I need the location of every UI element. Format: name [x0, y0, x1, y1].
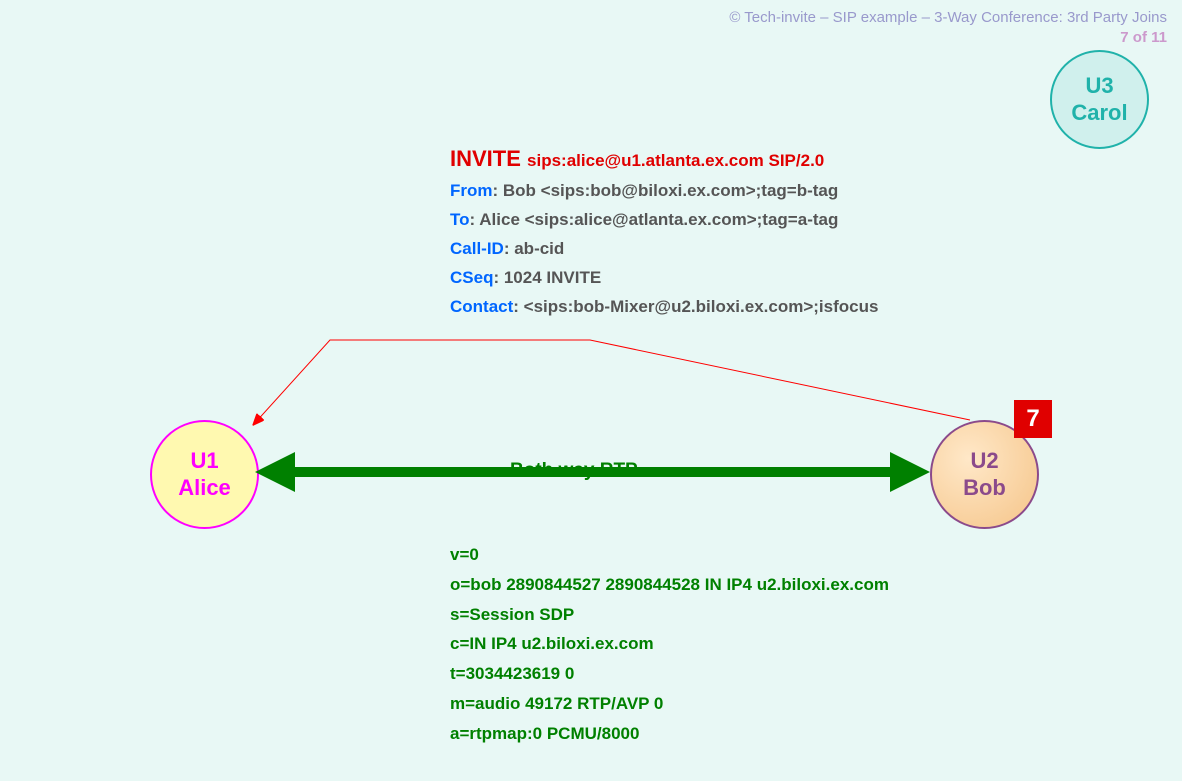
cseq-key: CSeq [450, 268, 493, 287]
callid-val: : ab-cid [504, 239, 564, 258]
step-number: 7 [1026, 405, 1039, 433]
cseq-val: : 1024 INVITE [493, 268, 601, 287]
message-arrow [254, 340, 970, 424]
node-u1-alice: U1 Alice [150, 420, 259, 529]
sip-cseq-header: CSeq: 1024 INVITE [450, 264, 878, 293]
rtp-label: Both way RTP [510, 460, 638, 482]
node-u1-id: U1 [190, 448, 218, 474]
sip-request-uri: sips:alice@u1.atlanta.ex.com SIP/2.0 [527, 151, 824, 170]
sip-request-line: INVITE sips:alice@u1.atlanta.ex.com SIP/… [450, 140, 878, 177]
sdp-line-6: m=audio 49172 RTP/AVP 0 [450, 689, 889, 719]
copyright-text: © Tech-invite – SIP example – 3-Way Conf… [729, 9, 1167, 26]
step-badge: 7 [1014, 400, 1052, 438]
sdp-line-1: v=0 [450, 540, 889, 570]
sip-callid-header: Call-ID: ab-cid [450, 235, 878, 264]
sip-from-header: From: Bob <sips:bob@biloxi.ex.com>;tag=b… [450, 177, 878, 206]
sip-to-header: To: Alice <sips:alice@atlanta.ex.com>;ta… [450, 206, 878, 235]
node-u3-carol: U3 Carol [1050, 50, 1149, 149]
page-number: 7 of 11 [1120, 29, 1167, 46]
from-val: : Bob <sips:bob@biloxi.ex.com>;tag=b-tag [493, 181, 839, 200]
header-attribution: © Tech-invite – SIP example – 3-Way Conf… [729, 8, 1167, 47]
node-u2-name: Bob [963, 475, 1006, 501]
sdp-line-2: o=bob 2890844527 2890844528 IN IP4 u2.bi… [450, 570, 889, 600]
to-val: : Alice <sips:alice@atlanta.ex.com>;tag=… [470, 210, 839, 229]
callid-key: Call-ID [450, 239, 504, 258]
sdp-line-5: t=3034423619 0 [450, 659, 889, 689]
node-u1-name: Alice [178, 475, 231, 501]
sdp-line-3: s=Session SDP [450, 600, 889, 630]
sdp-block: v=0 o=bob 2890844527 2890844528 IN IP4 u… [450, 540, 889, 748]
from-key: From [450, 181, 493, 200]
sip-contact-header: Contact: <sips:bob-Mixer@u2.biloxi.ex.co… [450, 293, 878, 322]
node-u3-id: U3 [1085, 73, 1113, 99]
sdp-line-7: a=rtpmap:0 PCMU/8000 [450, 719, 889, 749]
contact-key: Contact [450, 297, 513, 316]
sip-method: INVITE [450, 146, 521, 171]
node-u2-id: U2 [970, 448, 998, 474]
to-key: To [450, 210, 470, 229]
sdp-line-4: c=IN IP4 u2.biloxi.ex.com [450, 629, 889, 659]
node-u3-name: Carol [1071, 100, 1127, 126]
contact-val: : <sips:bob-Mixer@u2.biloxi.ex.com>;isfo… [513, 297, 878, 316]
sip-message-block: INVITE sips:alice@u1.atlanta.ex.com SIP/… [450, 140, 878, 322]
